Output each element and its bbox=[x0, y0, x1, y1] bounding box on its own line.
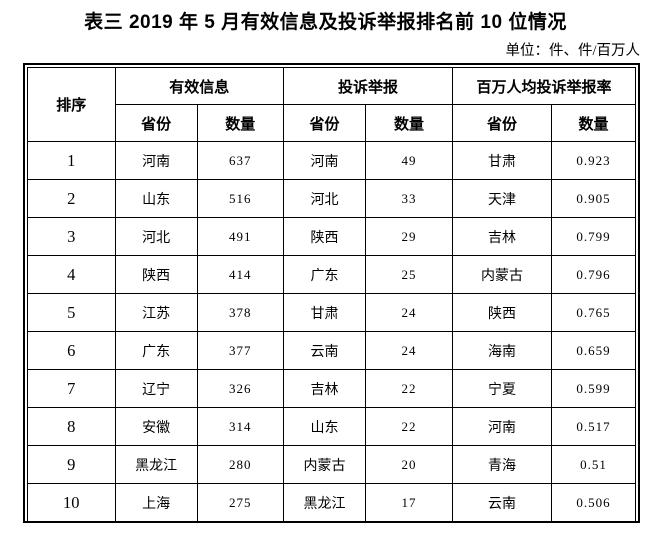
group-header-complaints: 投诉举报 bbox=[282, 67, 453, 105]
info-province-cell: 黑龙江 bbox=[114, 445, 198, 484]
rank-cell: 3 bbox=[27, 217, 116, 256]
rank-cell: 10 bbox=[27, 483, 116, 522]
info-province-cell: 安徽 bbox=[114, 407, 198, 446]
complaint-count-cell: 22 bbox=[365, 369, 453, 408]
info-count-cell: 516 bbox=[196, 179, 284, 218]
rank-cell: 9 bbox=[27, 445, 116, 484]
rate-value-cell: 0.599 bbox=[551, 369, 636, 408]
rate-value-cell: 0.517 bbox=[551, 407, 636, 446]
rate-province-cell: 宁夏 bbox=[451, 369, 553, 408]
table-row: 4 陕西 414 广东 25 内蒙古 0.796 bbox=[27, 255, 636, 294]
rate-value-cell: 0.799 bbox=[551, 217, 636, 256]
header-row-groups: 排序 有效信息 投诉举报 百万人均投诉举报率 bbox=[27, 67, 637, 142]
rate-province-cell: 河南 bbox=[451, 407, 553, 446]
table-row: 1 河南 637 河南 49 甘肃 0.923 bbox=[27, 141, 636, 180]
complaint-province-cell: 广东 bbox=[282, 255, 367, 294]
subheader-complaint-province: 省份 bbox=[282, 104, 367, 142]
complaint-province-cell: 河北 bbox=[282, 179, 367, 218]
rank-cell: 5 bbox=[27, 293, 116, 332]
rate-province-cell: 陕西 bbox=[451, 293, 553, 332]
complaint-province-cell: 云南 bbox=[282, 331, 367, 370]
subheader-info-count: 数量 bbox=[196, 104, 284, 142]
rate-province-cell: 内蒙古 bbox=[451, 255, 553, 294]
complaint-count-cell: 22 bbox=[365, 407, 453, 446]
complaint-count-cell: 20 bbox=[365, 445, 453, 484]
info-province-cell: 河北 bbox=[114, 217, 198, 256]
group-header-rate-per-million: 百万人均投诉举报率 bbox=[451, 67, 637, 105]
rank-cell: 6 bbox=[27, 331, 116, 370]
complaint-province-cell: 内蒙古 bbox=[282, 445, 367, 484]
info-count-cell: 377 bbox=[196, 331, 284, 370]
subheader-complaint-count: 数量 bbox=[365, 104, 453, 142]
complaint-count-cell: 17 bbox=[365, 483, 453, 522]
info-province-cell: 河南 bbox=[114, 141, 198, 180]
complaint-count-cell: 49 bbox=[365, 141, 453, 180]
table-row: 2 山东 516 河北 33 天津 0.905 bbox=[27, 179, 636, 218]
complaint-count-cell: 25 bbox=[365, 255, 453, 294]
complaint-province-cell: 黑龙江 bbox=[282, 483, 367, 522]
info-province-cell: 江苏 bbox=[114, 293, 198, 332]
complaint-province-cell: 甘肃 bbox=[282, 293, 367, 332]
unit-note: 单位：件、件/百万人 bbox=[505, 43, 640, 59]
info-province-cell: 山东 bbox=[114, 179, 198, 218]
rate-value-cell: 0.796 bbox=[551, 255, 636, 294]
group-header-valid-info: 有效信息 bbox=[114, 67, 284, 105]
info-count-cell: 280 bbox=[196, 445, 284, 484]
rank-cell: 2 bbox=[27, 179, 116, 218]
rank-cell: 7 bbox=[27, 369, 116, 408]
info-province-cell: 陕西 bbox=[114, 255, 198, 294]
complaint-count-cell: 24 bbox=[365, 331, 453, 370]
header-row-subcolumns: 省份 数量 省份 数量 省份 数量 bbox=[28, 104, 636, 142]
info-count-cell: 414 bbox=[196, 255, 284, 294]
table-row: 7 辽宁 326 吉林 22 宁夏 0.599 bbox=[27, 369, 636, 408]
info-province-cell: 上海 bbox=[114, 483, 198, 522]
table-row: 8 安徽 314 山东 22 河南 0.517 bbox=[27, 407, 636, 446]
rate-value-cell: 0.659 bbox=[551, 331, 636, 370]
rank-cell: 4 bbox=[27, 255, 116, 294]
rank-cell: 1 bbox=[27, 141, 116, 180]
rate-province-cell: 青海 bbox=[451, 445, 553, 484]
subheader-rate-province: 省份 bbox=[451, 104, 553, 142]
complaint-province-cell: 吉林 bbox=[282, 369, 367, 408]
rate-province-cell: 甘肃 bbox=[451, 141, 553, 180]
table-row: 10 上海 275 黑龙江 17 云南 0.506 bbox=[27, 483, 636, 522]
rate-value-cell: 0.765 bbox=[551, 293, 636, 332]
table-row: 3 河北 491 陕西 29 吉林 0.799 bbox=[27, 217, 636, 256]
rate-value-cell: 0.506 bbox=[551, 483, 636, 522]
rate-value-cell: 0.923 bbox=[551, 141, 636, 180]
complaint-province-cell: 河南 bbox=[282, 141, 367, 180]
info-count-cell: 637 bbox=[196, 141, 284, 180]
complaint-count-cell: 29 bbox=[365, 217, 453, 256]
info-province-cell: 广东 bbox=[114, 331, 198, 370]
table-row: 5 江苏 378 甘肃 24 陕西 0.765 bbox=[27, 293, 636, 332]
table-row: 6 广东 377 云南 24 海南 0.659 bbox=[27, 331, 636, 370]
rate-province-cell: 海南 bbox=[451, 331, 553, 370]
complaint-province-cell: 陕西 bbox=[282, 217, 367, 256]
rate-value-cell: 0.51 bbox=[551, 445, 636, 484]
subheader-rate-count: 数量 bbox=[551, 104, 636, 142]
rate-province-cell: 云南 bbox=[451, 483, 553, 522]
table-frame: 排序 有效信息 投诉举报 百万人均投诉举报率 省份 数量 省份 数量 省份 数量… bbox=[23, 63, 640, 523]
rate-province-cell: 天津 bbox=[451, 179, 553, 218]
complaint-count-cell: 24 bbox=[365, 293, 453, 332]
table-title: 表三 2019 年 5 月有效信息及投诉举报排名前 10 位情况 bbox=[84, 12, 567, 33]
table-row: 9 黑龙江 280 内蒙古 20 青海 0.51 bbox=[27, 445, 636, 484]
complaint-count-cell: 33 bbox=[365, 179, 453, 218]
ranking-table: 排序 有效信息 投诉举报 百万人均投诉举报率 省份 数量 省份 数量 省份 数量… bbox=[27, 67, 637, 522]
rate-province-cell: 吉林 bbox=[451, 217, 553, 256]
complaint-province-cell: 山东 bbox=[282, 407, 367, 446]
info-count-cell: 275 bbox=[196, 483, 284, 522]
subheader-info-province: 省份 bbox=[114, 104, 198, 142]
info-province-cell: 辽宁 bbox=[114, 369, 198, 408]
info-count-cell: 326 bbox=[196, 369, 284, 408]
info-count-cell: 314 bbox=[196, 407, 284, 446]
info-count-cell: 378 bbox=[196, 293, 284, 332]
rate-value-cell: 0.905 bbox=[551, 179, 636, 218]
info-count-cell: 491 bbox=[196, 217, 284, 256]
rank-cell: 8 bbox=[27, 407, 116, 446]
col-header-rank: 排序 bbox=[27, 67, 116, 142]
